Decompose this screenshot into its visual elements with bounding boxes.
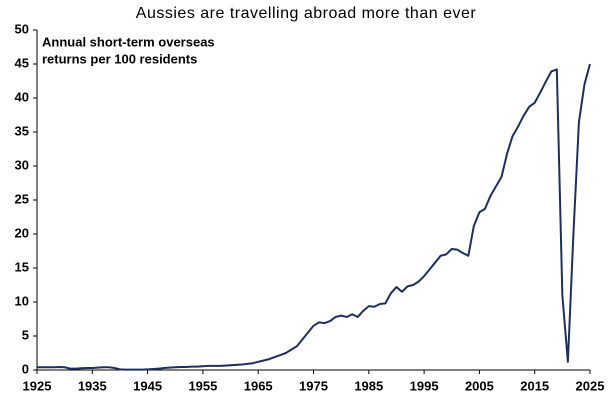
y-tick-label: 40	[15, 89, 29, 104]
x-tick-label: 1955	[188, 378, 217, 393]
x-tick-label: 1975	[299, 378, 328, 393]
x-tick-label: 1985	[354, 378, 383, 393]
x-tick-label: 1945	[133, 378, 162, 393]
y-tick-label: 10	[15, 293, 29, 308]
x-tick-label: 1965	[244, 378, 273, 393]
x-tick-label: 1925	[23, 378, 52, 393]
x-tick-label: 2015	[520, 378, 549, 393]
y-tick-label: 35	[15, 123, 29, 138]
y-tick-label: 25	[15, 191, 29, 206]
y-tick-label: 5	[22, 327, 29, 342]
annotation: Annual short-term overseas	[42, 34, 215, 49]
line-series	[37, 63, 591, 371]
x-tick-label: 1935	[78, 378, 107, 393]
x-tick-label: 2025	[576, 378, 605, 393]
x-tick-label: 1995	[410, 378, 439, 393]
y-tick-label: 50	[15, 21, 29, 36]
x-tick-label: 2005	[465, 378, 494, 393]
y-tick-label: 30	[15, 157, 29, 172]
y-tick-label: 20	[15, 225, 29, 240]
annotation: returns per 100 residents	[42, 51, 197, 66]
y-tick-label: 0	[22, 361, 29, 376]
y-tick-label: 15	[15, 259, 29, 274]
y-tick-label: 45	[15, 55, 29, 70]
chart-title: Aussies are travelling abroad more than …	[136, 5, 477, 22]
